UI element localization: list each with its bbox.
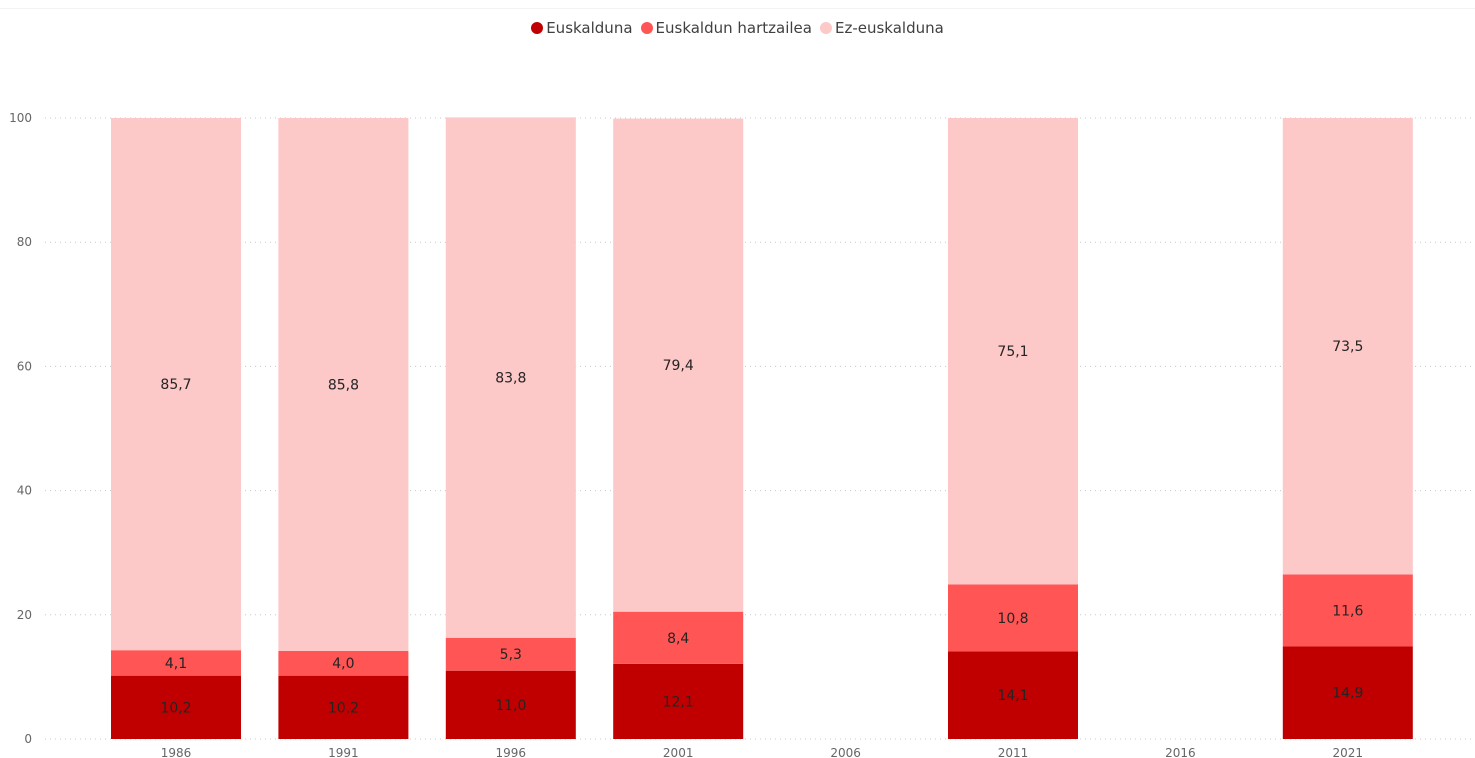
y-tick-label: 80	[17, 235, 32, 249]
bar-segment	[278, 650, 409, 676]
data-label: 11,0	[495, 698, 526, 714]
y-tick-label: 60	[17, 359, 32, 373]
bar-segment	[278, 675, 409, 739]
data-label: 4,1	[165, 656, 187, 672]
bar-segment	[445, 117, 576, 638]
x-axis: 1986 1991 1996 2001 2006 2011 2016 2021	[161, 746, 1363, 758]
bar-segment	[445, 670, 576, 739]
bar-segment	[278, 118, 409, 651]
y-tick-label: 100	[9, 111, 32, 125]
data-label: 5,3	[500, 647, 522, 663]
x-tick-label: 2006	[830, 746, 861, 758]
data-label: 73,5	[1332, 339, 1363, 355]
top-divider	[0, 8, 1475, 9]
bar-segment	[445, 637, 576, 671]
data-label: 10,2	[328, 700, 359, 716]
bar-segment	[1282, 646, 1413, 739]
bar-segment	[1282, 118, 1413, 575]
bar-segment	[613, 663, 744, 739]
data-label: 14,1	[997, 688, 1028, 704]
legend-item-euskaldun-hartzailea[interactable]: Euskaldun hartzailea	[640, 19, 812, 37]
legend-dot-icon	[819, 22, 832, 34]
legend-dot-icon	[640, 22, 653, 34]
y-tick-label: 20	[17, 608, 32, 622]
bar-segment	[613, 611, 744, 664]
x-tick-label: 1996	[496, 746, 527, 758]
legend-label: Euskaldun hartzailea	[655, 19, 812, 37]
bar-segment	[948, 651, 1078, 739]
x-tick-label: 2021	[1333, 746, 1364, 758]
data-label: 85,7	[160, 377, 191, 393]
bar-segment	[948, 118, 1078, 585]
bars	[111, 117, 1413, 739]
bar-segment	[948, 584, 1078, 652]
data-label: 10,2	[160, 700, 191, 716]
data-label: 14,9	[1332, 686, 1363, 702]
legend-item-ez-euskalduna[interactable]: Ez-euskalduna	[819, 19, 944, 37]
data-label: 75,1	[997, 344, 1028, 360]
data-label: 83,8	[495, 371, 526, 387]
bar-segment	[111, 118, 241, 651]
legend-label: Euskalduna	[546, 19, 633, 37]
data-label: 12,1	[663, 694, 694, 710]
y-axis: 0 20 40 60 80 100	[9, 111, 32, 746]
x-tick-label: 2001	[663, 746, 694, 758]
bar-segment	[111, 675, 241, 739]
y-tick-label: 40	[17, 484, 32, 498]
data-label: 8,4	[667, 631, 689, 647]
bar-segment	[613, 118, 744, 612]
x-tick-label: 2011	[998, 746, 1029, 758]
data-label: 79,4	[663, 358, 694, 374]
data-label: 85,8	[328, 377, 359, 393]
bar-segment	[1282, 574, 1413, 647]
data-labels: 10,2 4,1 85,7 10,2 4,0 85,8 11,0 5,3 83,8 12,1 8,4…	[160, 339, 1363, 716]
data-label: 10,8	[997, 611, 1028, 627]
bar-segment	[111, 650, 241, 676]
gridlines	[45, 117, 1475, 740]
legend: Euskalduna Euskaldun hartzailea Ez-euska…	[0, 19, 1475, 37]
legend-label: Ez-euskalduna	[834, 19, 944, 37]
x-tick-label: 2016	[1165, 746, 1196, 758]
data-label: 4,0	[332, 656, 354, 672]
y-tick-label: 0	[24, 732, 32, 746]
legend-item-euskalduna[interactable]: Euskalduna	[531, 19, 633, 37]
data-label: 11,6	[1332, 603, 1363, 619]
legend-dot-icon	[531, 22, 544, 34]
x-tick-label: 1986	[161, 746, 192, 758]
x-tick-label: 1991	[328, 746, 359, 758]
